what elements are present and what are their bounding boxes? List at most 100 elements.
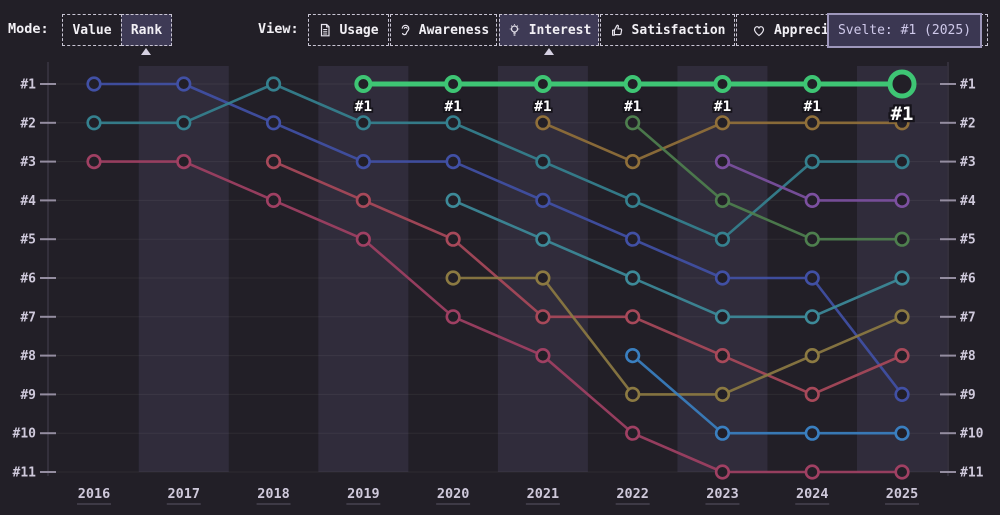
year-axis-label: 2020 [437, 486, 470, 502]
data-point-series-teal [265, 76, 282, 92]
data-point-series-maroon [535, 348, 551, 364]
data-point-series-green [804, 231, 820, 247]
data-point-series-teal [86, 115, 102, 131]
data-point-series-brown-gold [894, 115, 910, 131]
rank-axis-label-left: #8 [20, 349, 36, 364]
data-point-series-blue [625, 348, 641, 364]
data-point-series-teal-2 [894, 270, 910, 286]
year-axis-label: 2016 [78, 486, 111, 502]
data-point-series-red [445, 231, 461, 247]
mode-option-value[interactable]: Value [62, 14, 122, 46]
year-axis-label: 2021 [527, 486, 560, 502]
data-point-series-indigo [265, 115, 282, 131]
data-point-series-indigo [445, 154, 461, 170]
data-point-series-red [265, 154, 282, 170]
rank-axis-label-left: #5 [20, 233, 36, 248]
data-point-series-indigo [86, 76, 102, 92]
data-point-series-maroon [445, 309, 461, 325]
data-point-series-maroon [86, 154, 102, 170]
highlight-rank-label: #1 [804, 99, 822, 115]
view-option-awareness[interactable]: Awareness [390, 14, 497, 46]
year-band [318, 66, 409, 472]
rank-axis-label-left: #2 [20, 116, 36, 131]
data-point-series-teal [445, 115, 461, 131]
data-point-series-purple [804, 192, 820, 208]
data-point-series-teal [714, 231, 731, 247]
rank-axis-label-left: #9 [20, 388, 36, 403]
rank-axis-label-right: #5 [960, 233, 976, 248]
mode-option-value-label: Value [72, 22, 112, 38]
data-point-series-teal-2 [445, 192, 461, 208]
data-point-svelte [444, 75, 463, 93]
year-axis-label: 2025 [886, 486, 919, 502]
selected-mode-caret-icon [141, 48, 151, 55]
rank-axis-label-right: #4 [960, 194, 976, 209]
series-line-series-blue [631, 354, 903, 435]
data-point-series-teal [804, 154, 820, 170]
data-point-series-red [804, 386, 820, 403]
series-line-series-green [631, 121, 903, 241]
rank-axis-label-right: #2 [960, 116, 976, 131]
data-point-svelte [354, 75, 373, 93]
heart-icon [753, 25, 765, 36]
highlight-rank-label: #1 [891, 103, 914, 125]
data-point-series-green [894, 231, 910, 247]
data-point-series-maroon [714, 464, 731, 480]
view-option-awareness-label: Awareness [418, 22, 490, 38]
rank-axis-label-left: #11 [13, 466, 37, 481]
view-option-satisfaction-label: Satisfaction [631, 22, 726, 38]
data-point-series-blue [714, 425, 731, 441]
data-point-series-maroon [804, 464, 820, 480]
highlight-rank-label: #1 [355, 99, 373, 115]
data-point-series-indigo [894, 386, 910, 403]
series-line-series-teal-2 [452, 199, 903, 319]
data-point-series-brown-gold [804, 115, 820, 131]
chart-tooltip-text: Svelte: #1 (2025) [837, 23, 972, 38]
data-point-series-teal [176, 115, 192, 131]
rank-axis-label-left: #10 [13, 427, 37, 442]
rank-axis-label-right: #1 [960, 78, 976, 93]
view-option-satisfaction[interactable]: Satisfaction [600, 14, 735, 46]
data-point-series-olive-gold [535, 270, 551, 286]
data-point-series-teal-2 [535, 231, 551, 247]
rank-axis-label-left: #7 [20, 310, 36, 325]
view-option-usage[interactable]: Usage [308, 14, 389, 46]
view-option-interest-label: Interest [528, 22, 592, 38]
mode-option-rank[interactable]: Rank [121, 14, 172, 46]
data-point-series-olive-gold [804, 348, 820, 364]
data-point-svelte [803, 75, 822, 93]
data-point-series-maroon [176, 154, 192, 170]
data-point-series-teal [894, 154, 910, 170]
highlight-rank-label: #1 [624, 99, 642, 115]
chart-tooltip: Svelte: #1 (2025) [827, 13, 982, 48]
data-point-series-red [894, 348, 910, 364]
mode-label: Mode: [8, 21, 49, 37]
year-band [677, 66, 768, 472]
data-point-series-teal [625, 192, 641, 208]
data-point-series-blue [804, 425, 820, 441]
data-point-series-indigo [714, 270, 731, 286]
data-point-svelte [533, 75, 552, 93]
data-point-series-blue [894, 425, 910, 441]
year-axis-label: 2019 [347, 486, 380, 502]
data-point-series-olive-gold [894, 309, 910, 325]
data-point-series-olive-gold [445, 270, 461, 286]
data-point-series-maroon [894, 464, 910, 480]
rank-axis-label-left: #6 [20, 272, 36, 287]
year-band [857, 66, 948, 472]
year-axis-label: 2017 [168, 486, 201, 502]
data-point-series-teal [355, 115, 371, 131]
data-point-series-red [535, 309, 551, 325]
selected-view-caret-icon [544, 48, 554, 55]
year-axis-label: 2023 [706, 486, 739, 502]
year-band [138, 66, 229, 472]
highlight-rank-label: #1 [714, 99, 732, 115]
data-point-series-teal-2 [625, 270, 641, 286]
highlight-rank-label: #1 [534, 99, 552, 115]
lightbulb-icon [509, 23, 519, 36]
data-point-series-indigo [625, 231, 641, 247]
view-option-interest[interactable]: Interest [499, 14, 599, 46]
rank-axis-label-right: #10 [960, 427, 984, 442]
